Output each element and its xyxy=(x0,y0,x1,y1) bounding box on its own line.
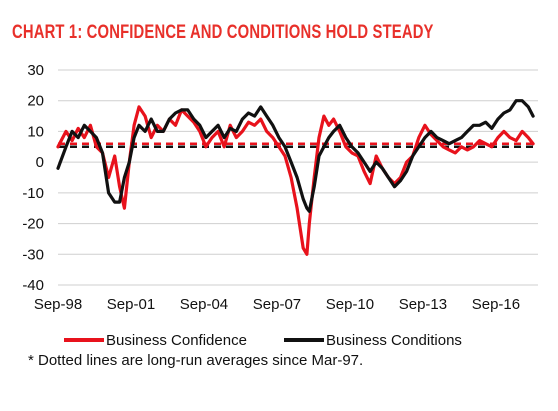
legend-label: Business Confidence xyxy=(106,332,247,349)
y-tick-label: 10 xyxy=(27,123,44,140)
x-tick-label: Sep-10 xyxy=(326,296,374,313)
y-tick-label: -30 xyxy=(22,246,44,263)
x-tick-label: Sep-04 xyxy=(180,296,228,313)
x-tick-label: Sep-13 xyxy=(399,296,447,313)
y-tick-label: -20 xyxy=(22,216,44,233)
y-tick-label: 0 xyxy=(36,154,44,171)
y-tick-label: -10 xyxy=(22,185,44,202)
legend: Business Confidence Business Conditions xyxy=(64,332,462,349)
x-tick-label: Sep-98 xyxy=(34,296,82,313)
y-tick-label: -40 xyxy=(22,277,44,294)
series-line xyxy=(56,105,535,256)
average-lines xyxy=(58,142,538,149)
series-line xyxy=(56,99,535,213)
y-tick-label: 20 xyxy=(27,93,44,110)
y-axis-ticks: 30 20 10 0 -10 -20 -30 -40 xyxy=(22,62,44,294)
y-tick-label: 30 xyxy=(27,62,44,79)
x-tick-label: Sep-16 xyxy=(472,296,520,313)
x-tick-label: Sep-01 xyxy=(107,296,155,313)
series-lines xyxy=(56,99,535,256)
gridlines xyxy=(58,69,538,286)
chart-footnote: * Dotted lines are long-run averages sin… xyxy=(28,352,364,369)
x-tick-label: Sep-07 xyxy=(253,296,301,313)
x-axis-ticks: Sep-98 Sep-01 Sep-04 Sep-07 Sep-10 Sep-13 Sep-… xyxy=(34,296,520,313)
legend-label: Business Conditions xyxy=(326,332,462,349)
chart-title: CHART 1: CONFIDENCE AND CONDITIONS HOLD … xyxy=(12,22,434,43)
